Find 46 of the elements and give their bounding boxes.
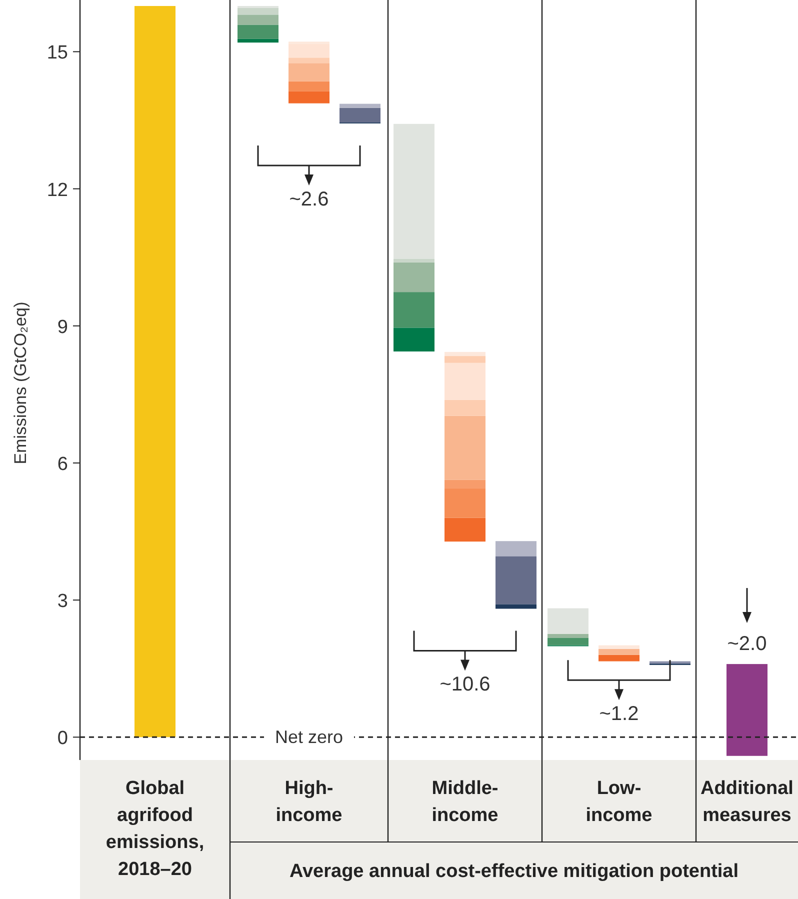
- bar: [444, 518, 486, 542]
- bar: [444, 480, 486, 488]
- bar: [288, 81, 330, 92]
- x-tick-label: Global agrifood emissions, 2018–20: [106, 778, 204, 880]
- y-tick-label: 6: [57, 454, 68, 475]
- bar: [496, 556, 536, 604]
- bar: [288, 91, 330, 104]
- bar: [496, 604, 536, 609]
- bar: [444, 356, 486, 363]
- y-tick-label: 0: [57, 728, 68, 750]
- x-axis-title: Average annual cost-effective mitigation potential: [289, 861, 739, 882]
- bar: [238, 24, 278, 39]
- bar: [394, 124, 434, 259]
- ref-line-label: Net zero: [274, 727, 344, 748]
- annotation: ~1.2: [599, 703, 639, 726]
- y-tick-label: 9: [57, 316, 68, 338]
- bar: [394, 292, 434, 328]
- y-tick-label: 15: [46, 42, 68, 64]
- bar: [394, 262, 434, 292]
- bar: [444, 352, 486, 356]
- x-tick-label: Low-income: [586, 778, 652, 826]
- bar: [238, 14, 278, 25]
- y-tick-label: 12: [46, 180, 68, 201]
- bar: [444, 416, 486, 480]
- bar: [394, 258, 434, 262]
- bar: [238, 38, 278, 43]
- bar: [340, 108, 380, 123]
- x-tick-label: High-income: [276, 778, 342, 826]
- bar: [548, 638, 588, 646]
- y-tick-label: 3: [57, 591, 68, 612]
- bar: [598, 648, 640, 655]
- bar: [548, 634, 588, 638]
- x-tick-label: Additional measures: [700, 778, 794, 826]
- annotation: ~10.6: [440, 674, 490, 696]
- annotation: ~2.0: [727, 633, 767, 656]
- bar: [444, 488, 486, 518]
- bar: [238, 8, 278, 15]
- bar: [496, 541, 536, 556]
- bar: [598, 654, 640, 662]
- bar: [340, 104, 380, 108]
- x-tick-label: Middle-income: [432, 778, 498, 826]
- bar: [288, 63, 330, 82]
- bar: [394, 328, 434, 352]
- annotation: ~2.6: [289, 188, 329, 210]
- y-axis-title: Emissions (GtCO₂eq): [11, 302, 30, 464]
- bar: [444, 362, 486, 400]
